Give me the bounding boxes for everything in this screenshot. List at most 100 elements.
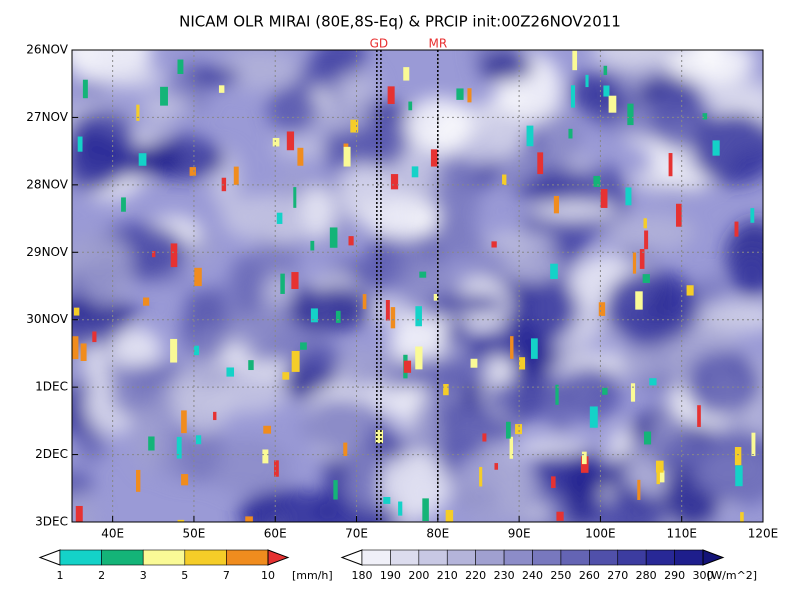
rain-cell [491, 241, 497, 248]
rain-cell [415, 306, 422, 327]
colorbar-swatch [645, 549, 675, 566]
rain-cell [668, 153, 673, 177]
rain-cell [712, 140, 720, 156]
field-texture [72, 50, 763, 522]
rain-cell [77, 136, 83, 152]
x-tick-label: 70E [345, 527, 368, 541]
rain-cell [644, 230, 649, 250]
rain-cell [656, 472, 660, 485]
cloud-blob [233, 360, 291, 377]
colorbar-swatch [503, 549, 533, 566]
y-tick-label: 28NOV [26, 177, 68, 191]
rain-cell [170, 243, 178, 268]
colorbar-swatch [532, 549, 562, 566]
rain-cell [637, 479, 641, 500]
rain-cell [608, 95, 617, 113]
rain-cell [635, 291, 643, 310]
colorbar-high [267, 549, 290, 566]
rain-cell [657, 470, 665, 483]
rain-cell [551, 476, 556, 488]
colorbar-label: 210 [437, 569, 458, 582]
rain-cell [625, 187, 632, 206]
rain-cell [445, 509, 454, 522]
rain-cell [343, 442, 348, 456]
x-tick-label: 80E [426, 527, 449, 541]
colorbar-label: 3 [140, 569, 147, 582]
cloud-blob [379, 451, 451, 519]
rain-cell [467, 88, 472, 103]
y-tick-label: 1DEC [35, 380, 68, 394]
colorbar-swatch [589, 549, 619, 566]
rain-cell [415, 346, 423, 370]
colorbar-swatch [390, 549, 420, 566]
rain-cell [333, 480, 338, 500]
cloud-blob [446, 318, 468, 343]
rain-cell [80, 343, 87, 361]
rain-cell [526, 125, 534, 147]
rain-cell [515, 424, 523, 435]
cloud-blob [315, 50, 367, 77]
rain-cell [280, 273, 285, 294]
cloud-blob [109, 327, 162, 372]
cloud-blob [288, 286, 373, 333]
rain-cell [218, 85, 225, 93]
cloud-blob [563, 455, 603, 522]
cloud-blob [266, 85, 319, 132]
cloud-blob [77, 232, 133, 308]
rain-cell [276, 212, 283, 224]
cloud-blob [298, 185, 335, 240]
rain-cell [193, 345, 200, 356]
cloud-blob [181, 291, 232, 362]
cloud-blob [602, 213, 695, 252]
rain-cell [556, 511, 564, 521]
rain-cell [411, 166, 419, 178]
rain-cell [297, 147, 304, 166]
cloud-blob [488, 273, 578, 344]
rain-cell [310, 240, 315, 251]
rain-cell [676, 203, 682, 227]
field [72, 50, 763, 522]
colorbar-swatch [674, 549, 704, 566]
rain-cell [686, 285, 694, 296]
colorbar-label: 240 [522, 569, 543, 582]
colorbar-label: 5 [181, 569, 188, 582]
rain-cell [143, 297, 150, 306]
rain-cell [751, 432, 756, 457]
rain-cell [655, 460, 664, 473]
rain-cell [138, 153, 147, 166]
colorbar-label: 300 [693, 569, 714, 582]
cloud-blob [77, 431, 107, 462]
rain-cell [390, 307, 396, 329]
cloud-blob [337, 163, 394, 223]
rain-cell [443, 384, 449, 396]
cloud-blob [72, 245, 133, 262]
colorbar-swatch [142, 549, 186, 566]
colorbar-swatch [59, 549, 102, 566]
cloud-blob [596, 490, 665, 522]
cloud-blob [517, 438, 591, 456]
chart-title: NICAM OLR MIRAI (80E,8S-Eq) & PRCIP init… [179, 13, 621, 31]
rain-cell [177, 519, 185, 522]
rain-cell [92, 331, 97, 343]
rain-cell [530, 338, 538, 359]
colorbar-label: 180 [352, 569, 373, 582]
cloud-blob [730, 251, 763, 299]
colorbar-label: 10 [261, 569, 275, 582]
rain-cell [581, 451, 587, 465]
colorbar-unit: [W/m^2] [707, 569, 757, 582]
rain-cell [151, 250, 156, 258]
rain-cell [282, 372, 290, 380]
x-tick-label: 100E [585, 527, 616, 541]
cloud-blob [221, 194, 307, 242]
rain-cell [403, 67, 410, 81]
cloud-blob [72, 301, 143, 319]
colorbar-label: 200 [408, 569, 429, 582]
rain-cell [482, 433, 487, 442]
rain-cell [603, 65, 608, 76]
rain-cell [72, 336, 79, 360]
rain-cell [553, 195, 559, 214]
rain-cell [750, 208, 755, 223]
rain-cell [329, 227, 338, 248]
cloud-blob [301, 343, 342, 375]
y-tick-label: 2DEC [35, 447, 68, 461]
